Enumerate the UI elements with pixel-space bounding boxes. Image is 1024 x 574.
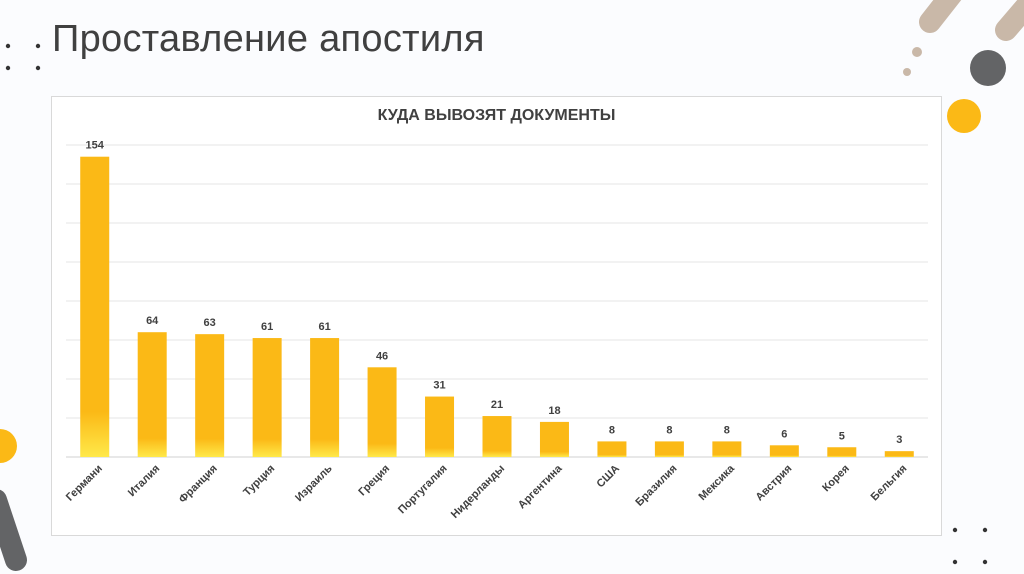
data-label: 5 xyxy=(839,430,845,442)
category-label: Италия xyxy=(126,463,162,499)
data-label: 6 xyxy=(781,428,787,440)
bar xyxy=(80,156,110,457)
category-label: Турция xyxy=(241,463,277,499)
bar xyxy=(539,421,569,457)
dot-decoration xyxy=(35,43,41,49)
bar-chart: 154Германи64Италия63Франция61Турция61Изр… xyxy=(64,140,928,521)
bar xyxy=(195,334,225,457)
dot-decoration xyxy=(912,47,922,57)
data-label: 3 xyxy=(896,434,902,446)
bar xyxy=(654,441,684,457)
bar xyxy=(310,338,340,457)
bar xyxy=(597,441,627,457)
data-label: 8 xyxy=(666,424,672,436)
category-label: Израиль xyxy=(293,462,335,504)
bar xyxy=(252,338,282,457)
dot-decoration xyxy=(952,559,958,565)
data-label: 61 xyxy=(318,321,330,333)
bar xyxy=(884,451,914,457)
pill-decoration xyxy=(919,0,962,33)
dot-decoration xyxy=(952,527,958,533)
category-label: США xyxy=(595,463,623,491)
category-label: Мексика xyxy=(697,462,738,503)
dot-decoration xyxy=(5,65,11,71)
category-label: Австрия xyxy=(754,463,795,504)
chart-title: КУДА ВЫВОЗЯТ ДОКУМЕНТЫ xyxy=(377,107,616,124)
data-label: 31 xyxy=(433,380,445,392)
bar xyxy=(425,396,455,457)
circle-decoration xyxy=(0,429,17,463)
bar xyxy=(769,445,799,457)
bar xyxy=(482,416,512,457)
chart-container: КУДА ВЫВОЗЯТ ДОКУМЕНТЫ 154 Германи 64 Итали… xyxy=(51,96,942,536)
data-label: 8 xyxy=(609,424,615,436)
bar xyxy=(367,367,397,457)
bar xyxy=(712,441,742,457)
dot-decoration xyxy=(903,68,911,76)
dot-decoration xyxy=(982,559,988,565)
data-label: 18 xyxy=(548,405,560,417)
category-label: Корея xyxy=(820,463,852,495)
category-label: Бельгия xyxy=(869,463,910,504)
pill-decoration xyxy=(0,489,27,571)
bar xyxy=(137,332,167,457)
slide-title: Проставление апостиля xyxy=(52,18,485,60)
data-label: 46 xyxy=(376,350,388,362)
data-label: 64 xyxy=(146,315,159,327)
dot-decoration xyxy=(5,43,11,49)
data-label: 21 xyxy=(491,399,503,411)
dot-decoration xyxy=(35,65,41,71)
category-label: Греция xyxy=(356,463,392,499)
data-label: 8 xyxy=(724,424,730,436)
category-label: Аргентина xyxy=(516,462,565,511)
data-label: 61 xyxy=(261,321,273,333)
bar xyxy=(827,447,857,457)
category-label: Португалия xyxy=(396,463,450,517)
circle-decoration xyxy=(970,50,1006,86)
data-label: 63 xyxy=(204,317,216,329)
category-label: Франция xyxy=(177,463,220,506)
dot-decoration xyxy=(982,527,988,533)
data-label: 154 xyxy=(86,140,105,152)
category-label: Германи xyxy=(64,463,105,504)
category-label: Нидерланды xyxy=(449,463,507,521)
pill-decoration xyxy=(995,0,1024,41)
category-label: Бразилия xyxy=(633,463,679,509)
circle-decoration xyxy=(947,99,981,133)
